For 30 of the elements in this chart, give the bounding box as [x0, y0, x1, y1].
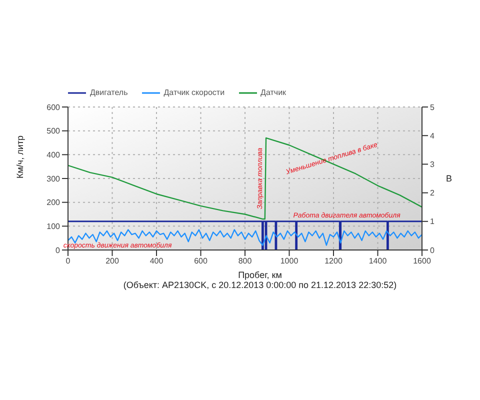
- x-tick-label: 1600: [413, 256, 432, 266]
- y-tick-label: 500: [46, 126, 61, 136]
- x-tick-label: 400: [150, 256, 164, 266]
- x-tick-label: 600: [194, 256, 208, 266]
- x-tick-label: 800: [238, 256, 252, 266]
- y2-tick-label: 2: [430, 188, 435, 198]
- y-tick-label: 600: [46, 102, 61, 112]
- legend-label: Датчик: [260, 88, 286, 97]
- y-tick-label: 300: [46, 174, 61, 184]
- legend-label: Датчик скорости: [164, 88, 225, 97]
- x-tick-label: 200: [106, 256, 120, 266]
- y2-tick-label: 1: [430, 217, 435, 226]
- x-tick-label: 1000: [280, 256, 299, 266]
- y-tick-label: 0: [56, 246, 61, 255]
- y2-tick-label: 4: [430, 131, 435, 140]
- y2-tick-label: 3: [430, 160, 435, 170]
- y2-axis-title: В: [446, 174, 452, 184]
- y-tick-label: 400: [46, 150, 61, 160]
- y2-tick-label: 5: [430, 102, 435, 112]
- line-series: [68, 137, 422, 220]
- x-tick-label: 1200: [324, 256, 343, 266]
- text: (Объект: AP2130CK, с 20.12.2013 0:00:00 по 21.12.2013 22:30:52): [122, 280, 398, 290]
- y-tick-label: 200: [46, 198, 61, 208]
- legend-label: Двигатель: [90, 88, 128, 97]
- x-axis-title: Пробег, км: [237, 270, 283, 280]
- x-tick-label: 0: [66, 256, 71, 266]
- y2-tick-label: 0: [430, 246, 435, 255]
- y-tick-label: 100: [46, 222, 61, 232]
- y-axis-title: Км/ч, литр: [15, 135, 26, 178]
- x-tick-label: 1400: [368, 256, 388, 266]
